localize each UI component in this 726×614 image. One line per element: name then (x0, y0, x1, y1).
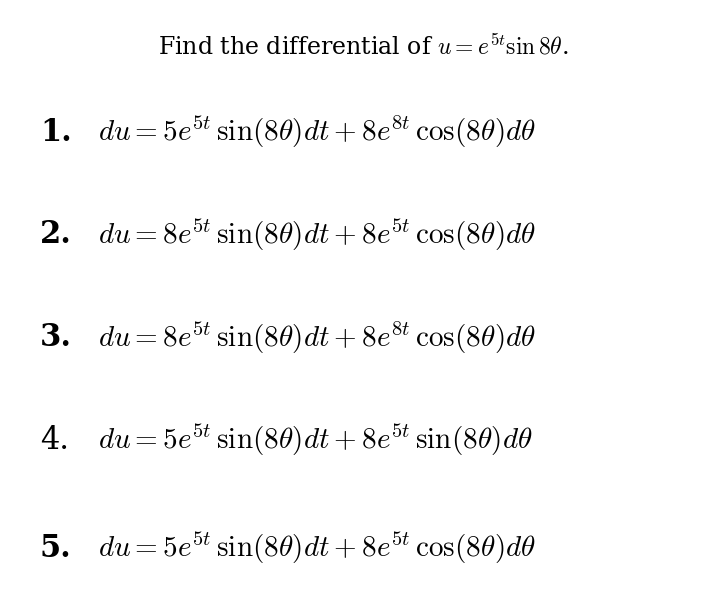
Text: $du = 5e^{5t}\,\sin(8\theta)dt + 8e^{5t}\,\cos(8\theta)d\theta$: $du = 5e^{5t}\,\sin(8\theta)dt + 8e^{5t}… (98, 530, 536, 566)
Text: 1.: 1. (40, 117, 72, 147)
Text: $du = 8e^{5t}\,\sin(8\theta)dt + 8e^{8t}\,\cos(8\theta)d\theta$: $du = 8e^{5t}\,\sin(8\theta)dt + 8e^{8t}… (98, 320, 536, 356)
Text: Find the differential of $u = e^{5t}\sin 8\theta$.: Find the differential of $u = e^{5t}\sin… (158, 34, 568, 59)
Text: 2.: 2. (40, 219, 72, 250)
Text: 3.: 3. (40, 322, 72, 353)
Text: $du = 5e^{5t}\,\sin(8\theta)dt + 8e^{8t}\,\cos(8\theta)d\theta$: $du = 5e^{5t}\,\sin(8\theta)dt + 8e^{8t}… (98, 114, 536, 150)
Text: $du = 5e^{5t}\,\sin(8\theta)dt + 8e^{5t}\,\sin(8\theta)d\theta$: $du = 5e^{5t}\,\sin(8\theta)dt + 8e^{5t}… (98, 422, 533, 458)
Text: 5.: 5. (40, 533, 72, 564)
Text: $du = 8e^{5t}\,\sin(8\theta)dt + 8e^{5t}\,\cos(8\theta)d\theta$: $du = 8e^{5t}\,\sin(8\theta)dt + 8e^{5t}… (98, 217, 536, 252)
Text: 4.: 4. (40, 425, 69, 456)
